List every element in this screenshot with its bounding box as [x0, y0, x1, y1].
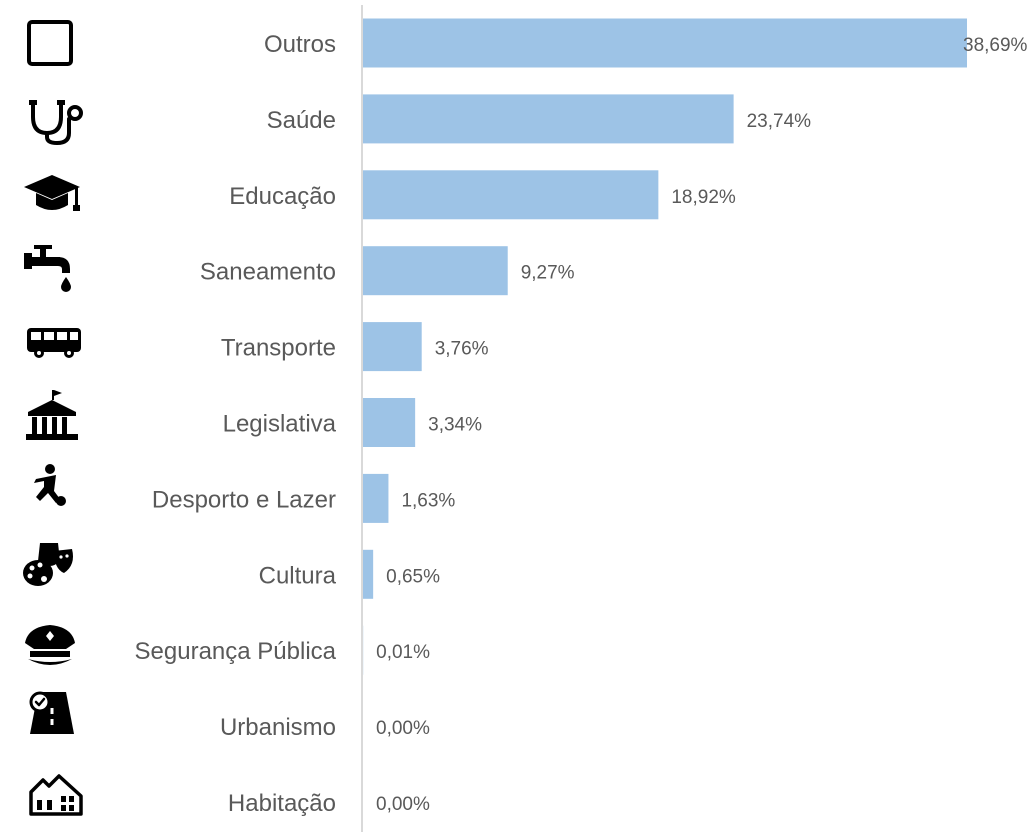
category-label-cultura: Cultura [259, 562, 337, 589]
soccer-player-icon [34, 464, 66, 506]
value-label-saude: 23,74% [747, 111, 812, 132]
category-label-legislativa: Legislativa [223, 411, 337, 438]
bar-cultura [363, 549, 374, 599]
bar-legislativa [363, 398, 416, 447]
value-label-outros: 38,69% [963, 35, 1027, 56]
category-label-saneamento: Saneamento [200, 259, 336, 286]
category-label-educacao: Educação [229, 183, 336, 210]
category-label-outros: Outros [264, 31, 336, 58]
value-label-legislativa: 3,34% [428, 415, 482, 436]
square-outline-icon [27, 20, 73, 66]
bars [363, 18, 967, 675]
theater-masks-palette-icon [23, 543, 73, 586]
bar-outros [363, 18, 967, 68]
category-label-habitacao: Habitação [228, 790, 336, 817]
faucet-icon [24, 245, 71, 292]
category-labels: Outros Saúde Educação Saneamento Transporte L… [135, 31, 337, 817]
road-check-icon [29, 691, 74, 734]
category-label-desporto-e-lazer: Desporto e Lazer [152, 486, 336, 513]
bar-educacao [363, 170, 659, 220]
value-label-desporto-e-lazer: 1,63% [401, 490, 455, 511]
value-label-saneamento: 9,27% [521, 263, 575, 284]
category-label-urbanismo: Urbanismo [220, 714, 336, 741]
category-icons [23, 20, 83, 816]
category-label-saude: Saúde [267, 107, 336, 134]
stethoscope-icon [29, 100, 83, 145]
government-building-icon [26, 390, 78, 440]
houses-icon [29, 774, 83, 816]
value-label-habitacao: 0,00% [376, 794, 430, 815]
bar-saneamento [363, 246, 508, 296]
bar-transporte [363, 322, 422, 372]
bar-desporto-e-lazer [363, 473, 389, 523]
value-label-seguranca-publica: 0,01% [376, 642, 430, 663]
value-label-educacao: 18,92% [671, 187, 736, 208]
value-label-urbanismo: 0,00% [376, 718, 430, 739]
value-label-cultura: 0,65% [386, 566, 440, 587]
category-label-transporte: Transporte [221, 335, 336, 362]
police-cap-icon [25, 625, 75, 665]
bus-icon [27, 328, 81, 358]
value-labels: 38,69% 23,74% 18,92% 9,27% 3,76% 3,34% 1,63% 0,… [376, 35, 1027, 815]
graduation-cap-icon [24, 175, 80, 211]
value-label-transporte: 3,76% [435, 339, 489, 360]
category-label-seguranca-publica: Segurança Pública [135, 638, 337, 665]
bar-saude [363, 94, 734, 144]
